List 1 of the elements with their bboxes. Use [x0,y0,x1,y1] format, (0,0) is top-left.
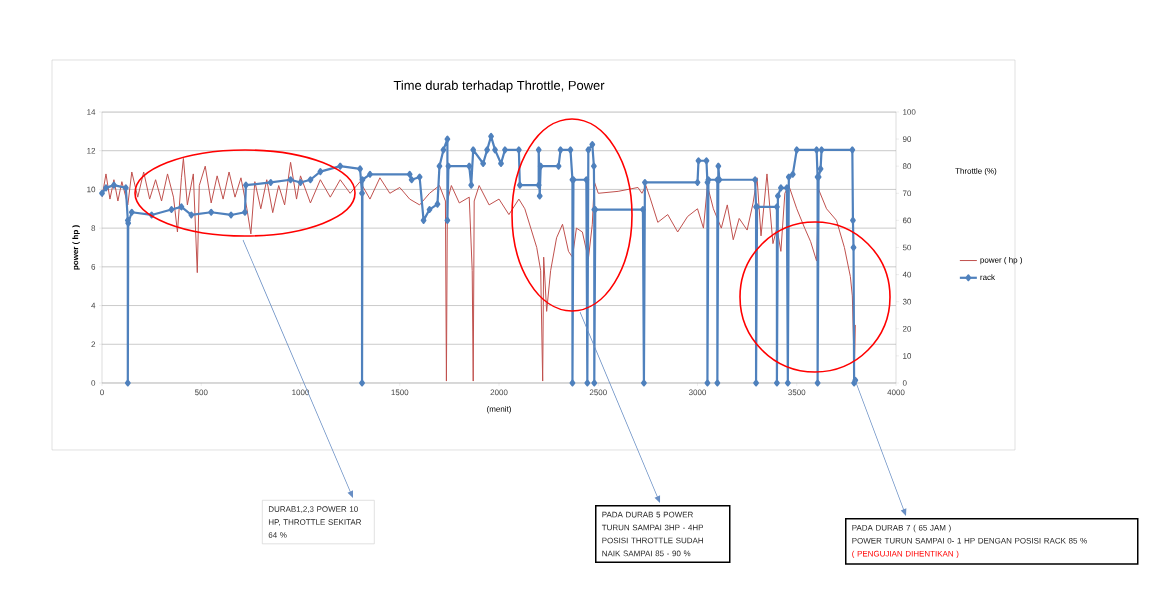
chart-title: Time durab terhadap Throttle, Power [393,80,605,93]
